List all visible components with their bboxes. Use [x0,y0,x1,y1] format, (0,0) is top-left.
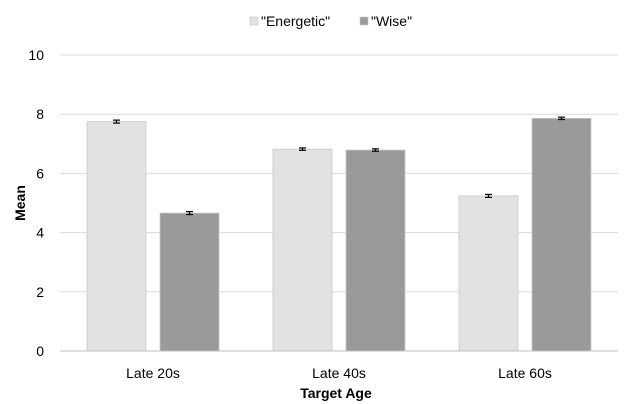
bar-energetic-1 [272,148,333,352]
bar-wise-1 [345,149,406,352]
y-axis: 0 2 4 6 8 10 [28,47,44,359]
bars [86,117,592,352]
y-tick-label: 0 [36,343,44,359]
legend-swatch-energetic [249,16,259,26]
y-tick-label: 2 [36,284,44,300]
bar-wise-2 [531,117,592,352]
y-tick-label: 8 [36,106,44,122]
x-tick-label: Late 60s [498,365,552,381]
y-tick-label: 10 [28,47,44,63]
legend-label-wise: "Wise" [371,13,412,29]
x-axis: Late 20s Late 40s Late 60s [60,350,618,381]
bar-energetic-0 [86,121,147,352]
y-tick-label: 4 [36,225,44,241]
legend-swatch-wise [359,16,369,26]
bar-energetic-2 [458,195,519,352]
gridlines [60,54,618,293]
x-tick-label: Late 40s [312,365,366,381]
legend-label-energetic: "Energetic" [261,13,330,29]
x-axis-title: Target Age [300,385,372,401]
bar-wise-0 [159,212,220,352]
legend: "Energetic" "Wise" [249,13,412,29]
y-axis-title: Mean [12,185,28,221]
x-tick-label: Late 20s [126,365,180,381]
y-tick-label: 6 [36,165,44,181]
error-bars [113,116,565,216]
